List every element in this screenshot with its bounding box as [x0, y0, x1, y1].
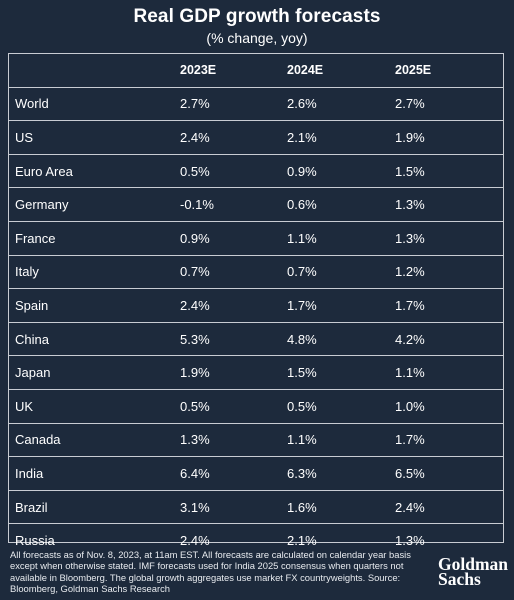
table-cell: 1.1% — [395, 355, 503, 390]
table-cell: 0.6% — [287, 187, 395, 222]
table-row: China 5.3% 4.8% 4.2% — [9, 322, 503, 357]
page-title: Real GDP growth forecasts — [133, 6, 381, 27]
table-row: Euro Area 0.5% 0.9% 1.5% — [9, 154, 503, 189]
table-cell: 6.5% — [395, 456, 503, 491]
logo-line-1: Goldman — [438, 554, 509, 574]
row-label: Italy — [9, 255, 180, 290]
table-cell: 2.7% — [180, 87, 287, 122]
table-cell: 1.7% — [287, 288, 395, 323]
table-cell: 5.3% — [180, 322, 287, 357]
forecast-table: 2023E 2024E 2025E World 2.7% 2.6% 2.7% US 2.4… — [9, 54, 503, 557]
table-cell: -0.1% — [180, 187, 287, 222]
table-cell: 6.4% — [180, 456, 287, 491]
row-label: France — [9, 221, 180, 256]
row-label: Euro Area — [9, 154, 180, 189]
table-cell: 0.5% — [180, 154, 287, 189]
table-row: France 0.9% 1.1% 1.3% — [9, 221, 503, 256]
table-cell: 3.1% — [180, 490, 287, 525]
page-subtitle: (% change, yoy) — [206, 30, 308, 46]
row-label: China — [9, 322, 180, 357]
column-header-2024e: 2024E — [287, 54, 395, 88]
table-cell: 0.7% — [287, 255, 395, 290]
table-cell: 0.5% — [287, 389, 395, 424]
table-row: US 2.4% 2.1% 1.9% — [9, 120, 503, 155]
column-header-country — [9, 54, 180, 88]
table-cell: 1.3% — [395, 533, 425, 549]
row-label: Germany — [9, 187, 180, 222]
goldman-sachs-logo: Goldman Sachs — [438, 554, 510, 589]
table-row: Italy 0.7% 0.7% 1.2% — [9, 255, 503, 290]
logo-line-2: Sachs — [438, 569, 481, 589]
table-cell: 0.9% — [287, 154, 395, 189]
table-row: Japan 1.9% 1.5% 1.1% — [9, 355, 503, 390]
table-cell: 1.1% — [287, 221, 395, 256]
table-header-row: 2023E 2024E 2025E — [9, 54, 503, 88]
table-row: Brazil 3.1% 1.6% 2.4% — [9, 490, 503, 525]
table-cell: 1.1% — [287, 423, 395, 458]
table-cell: 1.7% — [395, 423, 503, 458]
table-row: Germany -0.1% 0.6% 1.3% — [9, 187, 503, 222]
table-cell: 0.9% — [180, 221, 287, 256]
table-row: Spain 2.4% 1.7% 1.7% — [9, 288, 503, 323]
table-cell: 0.5% — [180, 389, 287, 424]
table-cell: 1.0% — [395, 389, 503, 424]
table-cell: 4.2% — [395, 322, 503, 357]
row-label: Russia — [15, 533, 55, 549]
table-cell: 1.9% — [395, 120, 503, 155]
footnote: All forecasts as of Nov. 8, 2023, at 11a… — [10, 549, 411, 595]
row-label: Spain — [9, 288, 180, 323]
row-label: UK — [9, 389, 180, 424]
table-row: India 6.4% 6.3% 6.5% — [9, 456, 503, 491]
row-label: India — [9, 456, 180, 491]
table-row: Russia 2.4% 2.1% 1.3% — [9, 524, 503, 557]
table-cell: 2.4% — [395, 490, 503, 525]
table-cell: 1.9% — [180, 355, 287, 390]
table-row: Canada 1.3% 1.1% 1.7% — [9, 423, 503, 458]
table-cell: 2.4% — [180, 533, 210, 549]
column-header-2025e: 2025E — [395, 54, 503, 88]
table-cell: 1.3% — [180, 423, 287, 458]
table-cell: 2.4% — [180, 288, 287, 323]
table-cell: 1.5% — [395, 154, 503, 189]
table-row: UK 0.5% 0.5% 1.0% — [9, 389, 503, 424]
gdp-forecast-table: 2023E 2024E 2025E World 2.7% 2.6% 2.7% US 2.4… — [8, 53, 504, 548]
table-cell: 1.5% — [287, 355, 395, 390]
table-cell: 6.3% — [287, 456, 395, 491]
table-cell: 2.1% — [287, 120, 395, 155]
table-cell: 0.7% — [180, 255, 287, 290]
row-label: Brazil — [9, 490, 180, 525]
row-label: Japan — [9, 355, 180, 390]
column-header-2023e: 2023E — [180, 54, 287, 88]
table-cell: 1.7% — [395, 288, 503, 323]
table-cell: 1.3% — [395, 221, 503, 256]
row-label: World — [9, 87, 180, 122]
table-cell: 4.8% — [287, 322, 395, 357]
table-cell: 2.4% — [180, 120, 287, 155]
row-label: Canada — [9, 423, 180, 458]
table-cell: 1.3% — [395, 187, 503, 222]
table-row: World 2.7% 2.6% 2.7% — [9, 87, 503, 122]
row-label: US — [9, 120, 180, 155]
table-cell: 1.6% — [287, 490, 395, 525]
table-cell: 2.1% — [287, 533, 317, 549]
table-cell: 1.2% — [395, 255, 503, 290]
table-cell: 2.7% — [395, 87, 503, 122]
table-cell: 2.6% — [287, 87, 395, 122]
